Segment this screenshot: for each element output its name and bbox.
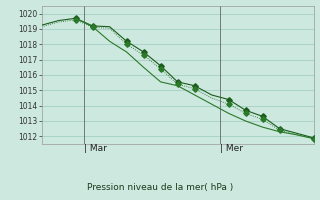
Text: | Mar: | Mar: [84, 144, 107, 153]
Text: Pression niveau de la mer( hPa ): Pression niveau de la mer( hPa ): [87, 183, 233, 192]
Text: | Mer: | Mer: [220, 144, 243, 153]
